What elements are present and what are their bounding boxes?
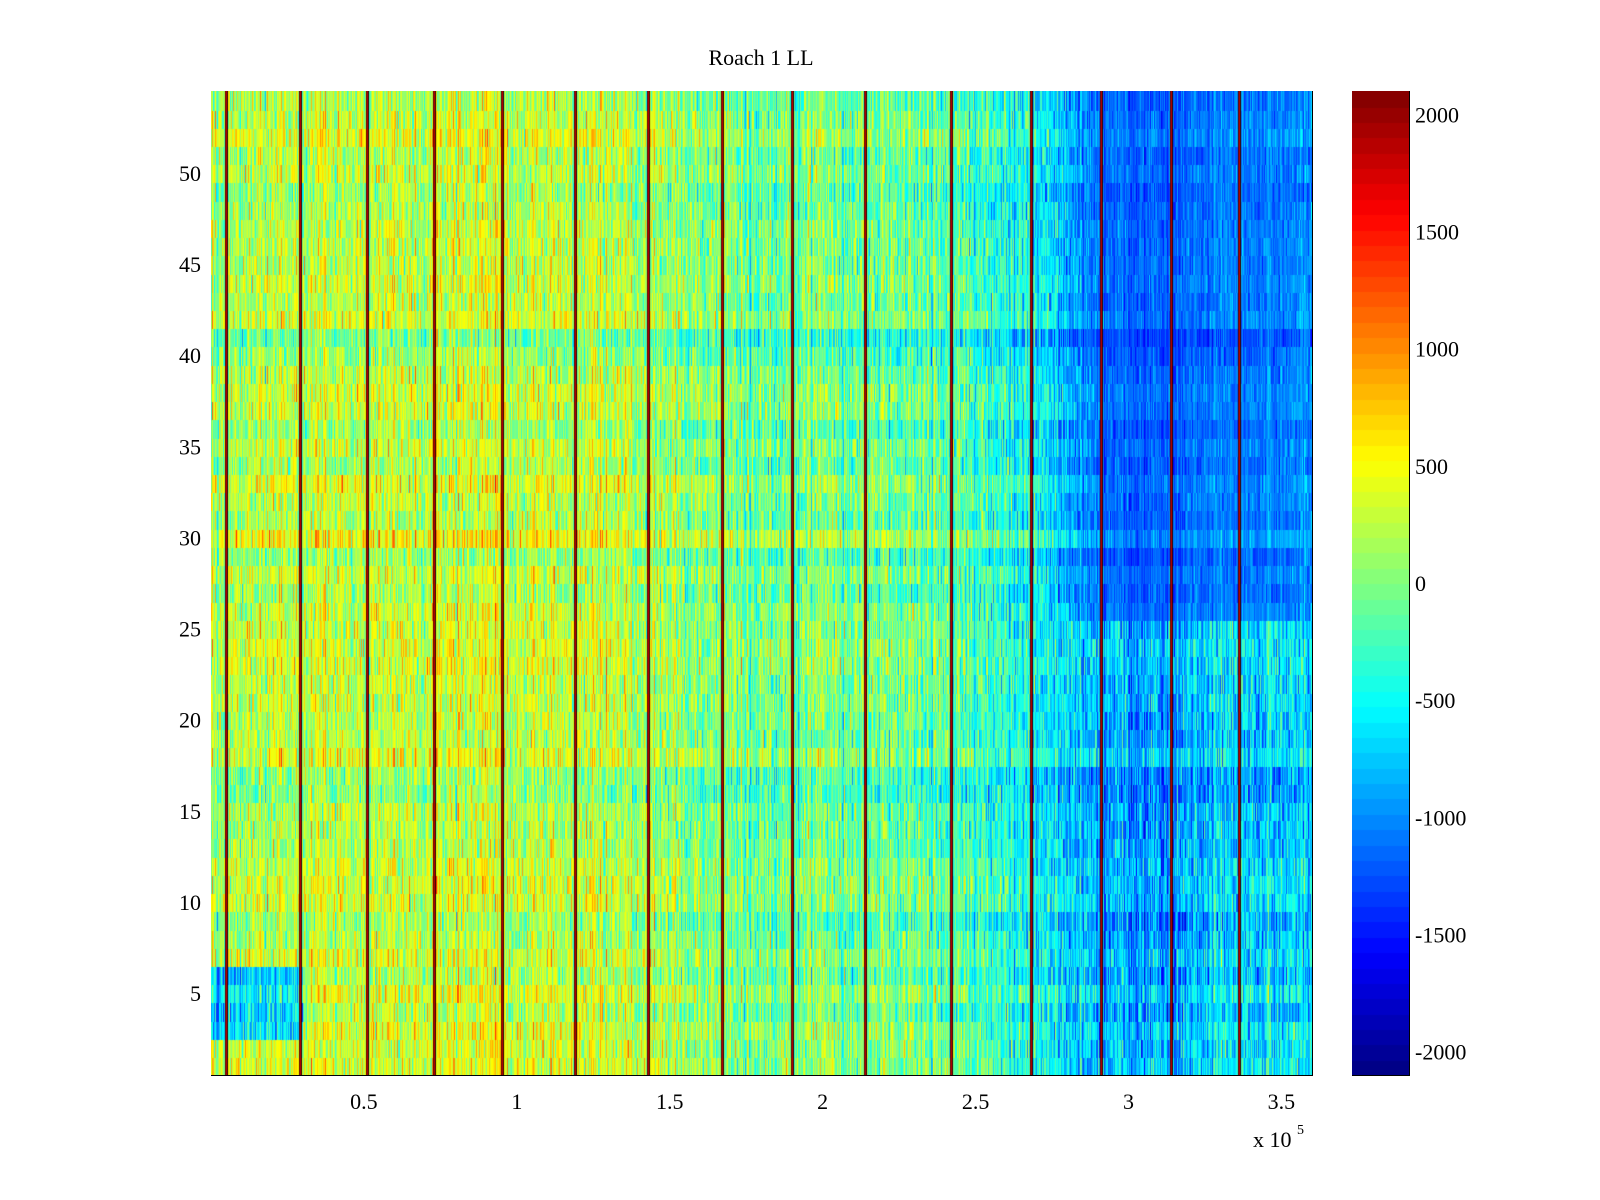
y-tick-label: 40 [179,343,201,368]
x-tick-label: 2.5 [962,1089,990,1114]
x-tick-label: 3.5 [1268,1089,1296,1114]
y-tick-label: 15 [179,799,201,824]
colorbar-tick-label: 500 [1415,454,1448,479]
chart-title: Roach 1 LL [708,45,813,70]
y-tick-label: 45 [179,252,201,277]
colorbar-tick-label: -2000 [1415,1040,1466,1065]
x-axis-ticks: 0.5 1 1.5 2 2.5 3 3.5 [350,91,1295,1114]
y-tick-label: 5 [190,981,201,1006]
y-tick-label: 10 [179,890,201,915]
colorbar-tick-label: 2000 [1415,102,1459,127]
x-exponent-label: x 10 5 [1253,1123,1304,1152]
x-exponent-base: x 10 [1253,1127,1292,1152]
heatmap-plot-area [211,91,1312,1075]
x-tick-label: 1 [511,1089,522,1114]
colorbar-tick-label: 1500 [1415,220,1459,245]
colorbar [1352,91,1409,1075]
colorbar-tick-label: 1000 [1415,337,1459,362]
colorbar-ticks: 2000 1500 1000 500 0 -500 -1000 -1500 -2000 [1352,102,1466,1065]
y-tick-label: 20 [179,708,201,733]
x-tick-label: 1.5 [656,1089,684,1114]
colorbar-tick-label: 0 [1415,571,1426,596]
y-tick-label: 35 [179,434,201,459]
y-tick-label: 25 [179,617,201,642]
y-tick-label: 50 [179,161,201,186]
y-tick-label: 30 [179,525,201,550]
colorbar-tick-label: -500 [1415,688,1455,713]
x-exponent-power: 5 [1297,1123,1304,1138]
colorbar-tick-label: -1500 [1415,922,1466,947]
x-tick-label: 2 [817,1089,828,1114]
colorbar-tick-label: -1000 [1415,805,1466,830]
x-tick-label: 3 [1123,1089,1134,1114]
y-axis-ticks: 5 10 15 20 25 30 35 40 45 50 [179,161,1312,1006]
x-tick-label: 0.5 [350,1089,378,1114]
